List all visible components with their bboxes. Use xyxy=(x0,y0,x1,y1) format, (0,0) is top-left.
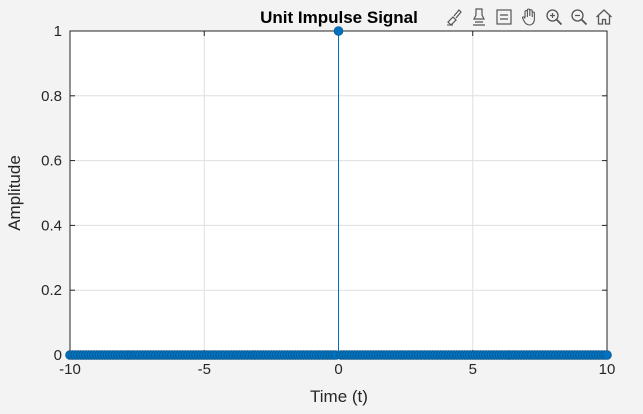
stem-marker xyxy=(602,350,612,360)
restore-view-button[interactable] xyxy=(592,5,616,29)
zoom-out-icon xyxy=(571,9,588,26)
zoom-out-button[interactable] xyxy=(567,5,591,29)
x-tick-labels: -10 -5 0 5 10 xyxy=(59,361,615,378)
stem-marker xyxy=(333,26,344,36)
legend-icon xyxy=(496,9,512,25)
y-tick-label: 0.6 xyxy=(41,153,62,170)
data-tips-button[interactable] xyxy=(467,5,491,29)
pan-hand-icon xyxy=(521,8,535,26)
y-tick-label: 0.8 xyxy=(41,88,62,105)
brush-button[interactable] xyxy=(442,5,466,29)
chart-title: Unit Impulse Signal xyxy=(260,8,418,27)
zoom-in-button[interactable] xyxy=(542,5,566,29)
x-axis-label: Time (t) xyxy=(310,387,368,406)
brush-icon xyxy=(447,9,462,26)
stem-markers xyxy=(65,26,612,360)
y-axis-label: Amplitude xyxy=(5,155,24,231)
pan-button[interactable] xyxy=(517,5,541,29)
home-icon xyxy=(596,9,612,25)
zoom-in-icon xyxy=(546,9,563,26)
y-tick-labels: 0 0.2 0.4 0.6 0.8 1 xyxy=(41,23,62,364)
y-tick-label: 0 xyxy=(54,347,62,364)
legend-button[interactable] xyxy=(492,5,516,29)
stem-series xyxy=(338,31,339,355)
y-tick-label: 0.2 xyxy=(41,282,62,299)
y-tick-label: 0.4 xyxy=(41,217,62,234)
data-tips-icon xyxy=(473,8,485,26)
axes-toolbar xyxy=(442,5,616,29)
x-tick-label: 0 xyxy=(334,361,342,378)
y-tick-label: 1 xyxy=(54,23,62,40)
x-tick-label: 10 xyxy=(599,361,616,378)
x-tick-label: -10 xyxy=(59,361,81,378)
x-tick-label: 5 xyxy=(469,361,477,378)
x-tick-label: -5 xyxy=(198,361,211,378)
